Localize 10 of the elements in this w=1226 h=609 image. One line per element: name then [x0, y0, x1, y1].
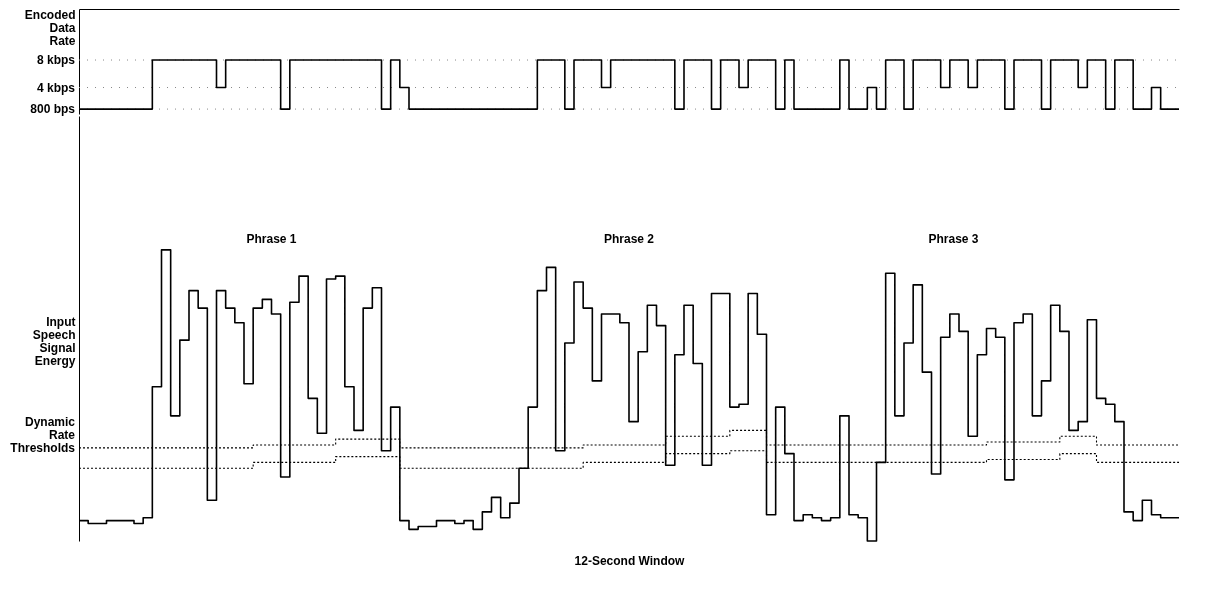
ref-line-label: 8 kbps	[36, 53, 76, 68]
text: Phrase 1	[246, 232, 297, 247]
ref-line-label: 800 bps	[30, 102, 76, 117]
x-axis-title: 12-Second Window	[574, 553, 686, 568]
y-axis-title: Input Speech Signal Energy	[32, 314, 76, 368]
text: Phrase 2	[603, 232, 655, 247]
text: Phrase 3	[928, 232, 979, 247]
annotation: Dynamic Rate Thresholds	[10, 415, 76, 455]
y-axis-title: Encoded Data Rate	[24, 7, 76, 48]
ref-line-label: 4 kbps	[36, 80, 76, 95]
